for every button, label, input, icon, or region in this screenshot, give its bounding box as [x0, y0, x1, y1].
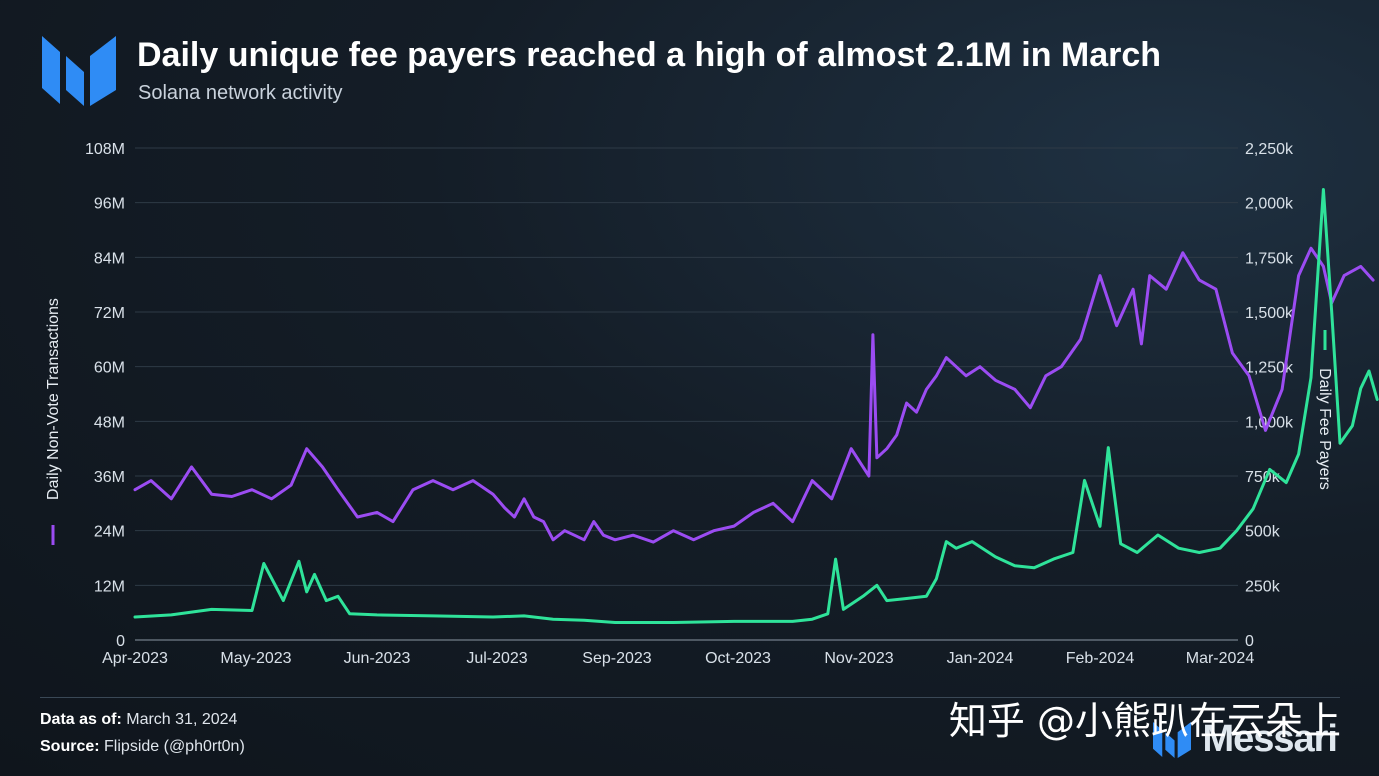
messari-logo-icon	[42, 36, 116, 106]
y-right-tick-label: 500k	[1245, 524, 1281, 541]
x-tick-label: Nov-2023	[824, 650, 893, 667]
source-label: Source:	[40, 738, 100, 755]
x-tick-label: Oct-2023	[705, 650, 771, 667]
source-value: Flipside (@ph0rt0n)	[104, 738, 245, 755]
y-left-tick-label: 36M	[94, 469, 125, 486]
x-tick-label: Jan-2024	[947, 650, 1014, 667]
x-tick-label: May-2023	[220, 650, 291, 667]
y-left-tick-label: 60M	[94, 360, 125, 377]
data-as-of: Data as of: March 31, 2024	[40, 711, 600, 729]
x-tick-label: Jun-2023	[344, 650, 411, 667]
y-left-tick-label: 108M	[85, 141, 125, 158]
x-tick-label: Jul-2023	[466, 650, 527, 667]
y-left-tick-label: 84M	[94, 250, 125, 267]
y-left-tick-label: 0	[116, 633, 125, 650]
y-right-tick-label: 2,000k	[1245, 196, 1294, 213]
y-right-tick-label: 2,250k	[1245, 141, 1294, 158]
y-right-tick-label: 0	[1245, 633, 1254, 650]
footer-divider	[40, 697, 1340, 698]
y-left-tick-label: 12M	[94, 578, 125, 595]
y-left-tick-label: 96M	[94, 196, 125, 213]
chart-title: Daily unique fee payers reached a high o…	[137, 36, 1162, 74]
watermark: 知乎 @小熊趴在云朵上	[948, 699, 1341, 743]
data-as-of-label: Data as of:	[40, 711, 122, 728]
messari-brand-icon	[1153, 721, 1192, 758]
data-as-of-value: March 31, 2024	[126, 711, 238, 728]
x-tick-label: Mar-2024	[1186, 650, 1255, 667]
y-left-tick-label: 48M	[94, 414, 125, 431]
chart-subtitle: Solana network activity	[138, 82, 343, 104]
series-line-fee-payers	[133, 188, 1379, 624]
y-right-tick-label: 250k	[1245, 578, 1281, 595]
y-left-tick-label: 24M	[94, 524, 125, 541]
y-right-tick-label: 1,500k	[1245, 305, 1294, 322]
brand-mark: Messari	[1150, 718, 1338, 761]
y-right-axis-title: Daily Fee Payers	[1316, 368, 1333, 490]
x-tick-label: Feb-2024	[1066, 650, 1135, 667]
source-line: Source: Flipside (@ph0rt0n)	[40, 738, 600, 756]
x-tick-label: Apr-2023	[102, 650, 168, 667]
y-right-tick-label: 1,750k	[1245, 250, 1294, 267]
series-line-transactions	[133, 246, 1375, 544]
y-left-tick-label: 72M	[94, 305, 125, 322]
y-right-tick-label: 1,250k	[1245, 360, 1294, 377]
y-right-tick-label: 750k	[1245, 469, 1281, 486]
brand-name: Messari	[1202, 718, 1338, 760]
x-tick-label: Sep-2023	[582, 650, 651, 667]
y-left-axis-title: Daily Non-Vote Transactions	[45, 298, 62, 500]
